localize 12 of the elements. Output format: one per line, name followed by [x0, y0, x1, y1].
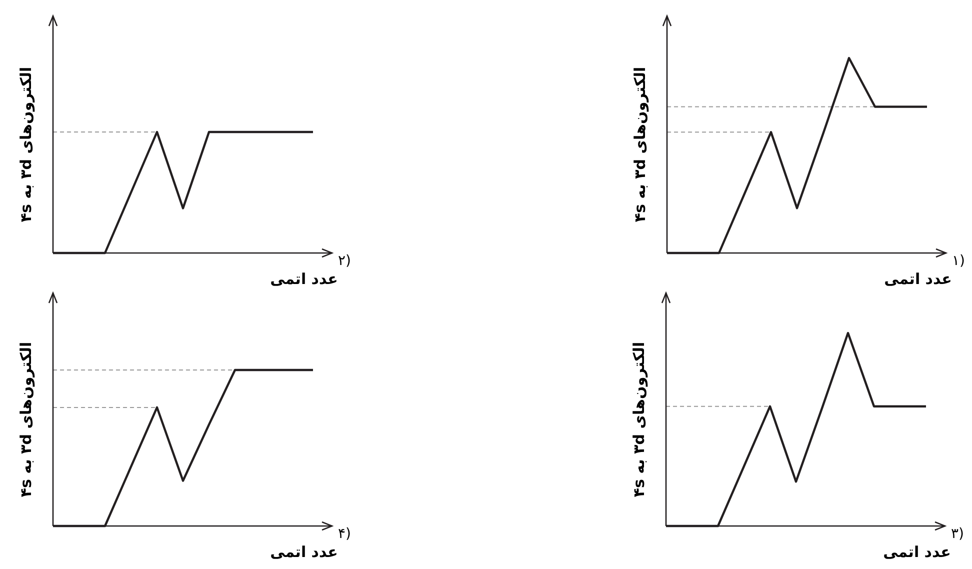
y-axis-title: الکترون‌های ۳d به ۴s: [630, 342, 648, 498]
text: ۲): [338, 253, 351, 269]
text: ۱): [952, 253, 965, 269]
x-axis-title: عدد اتمی: [884, 270, 952, 288]
text: ۴): [338, 526, 351, 542]
x-axis-title: عدد اتمی: [883, 543, 951, 561]
text: ۳): [951, 526, 964, 542]
y-axis-title: الکترون‌های ۳d به ۴s: [17, 66, 35, 222]
x-axis-title: عدد اتمی: [270, 543, 338, 561]
x-axis-title: عدد اتمی: [270, 270, 338, 288]
y-axis-title: الکترون‌های ۳d به ۴s: [17, 342, 35, 498]
y-axis-title: الکترون‌های ۳d به ۴s: [631, 66, 649, 222]
